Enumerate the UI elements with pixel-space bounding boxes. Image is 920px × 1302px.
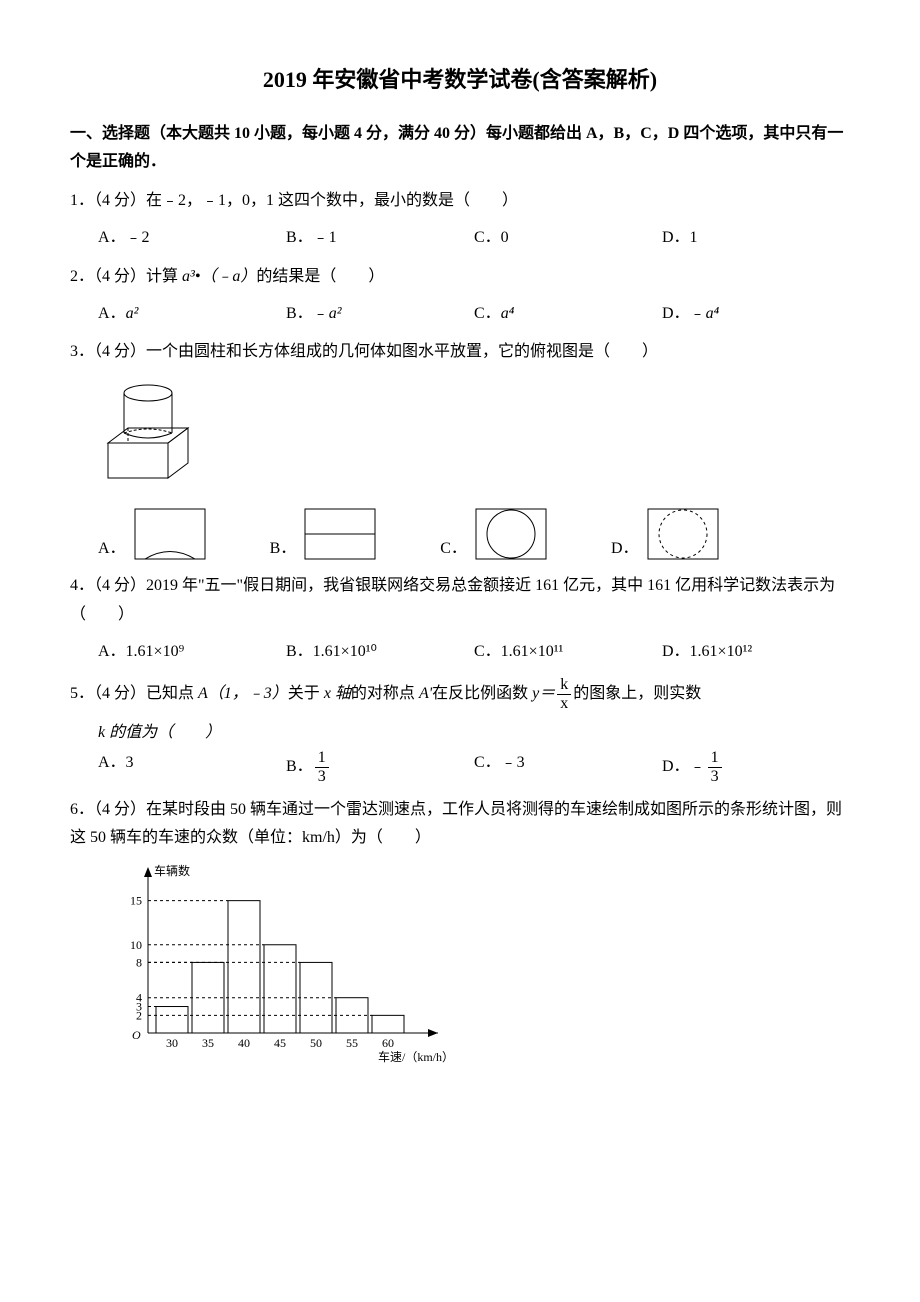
svg-text:30: 30 <box>166 1036 178 1050</box>
q5-yeq: y＝ <box>532 685 555 702</box>
q5-d-frac: 13 <box>708 749 722 785</box>
q2-option-d: D．﹣a⁴ <box>662 300 850 329</box>
svg-text:15: 15 <box>130 894 142 908</box>
q5-pre: 5．（4 分）已知点 <box>70 685 198 702</box>
q3-options: A． B． C． D． <box>98 504 850 564</box>
q1-option-b: B．﹣1 <box>286 224 474 253</box>
svg-text:8: 8 <box>136 956 142 970</box>
q5-xaxis: x 轴 <box>324 685 351 702</box>
q5-mid2: 的对称点 <box>351 685 419 702</box>
svg-text:45: 45 <box>274 1036 286 1050</box>
q3-option-c: C． <box>440 504 551 564</box>
q2-a-pre: A． <box>98 305 126 322</box>
q1-option-d: D．1 <box>662 224 850 253</box>
q5-mid3: 在反比例函数 <box>432 685 532 702</box>
question-1: 1．（4 分）在﹣2，﹣1，0，1 这四个数中，最小的数是（ ） A．﹣2 B．… <box>70 187 850 255</box>
q2-option-b: B．﹣a² <box>286 300 474 329</box>
q2-option-a: A．a² <box>98 300 286 329</box>
q5-frac: kx <box>557 676 571 712</box>
q4-option-a: A．1.61×10⁹ <box>98 638 286 667</box>
cylinder-on-cuboid-icon <box>98 373 198 483</box>
question-5: 5．（4 分）已知点 A（1，﹣3）关于 x 轴的对称点 A'在反比例函数 y＝… <box>70 676 850 787</box>
svg-text:车辆数: 车辆数 <box>154 863 190 878</box>
q5-apoint: A（1，﹣3） <box>198 685 288 702</box>
svg-text:10: 10 <box>130 938 142 952</box>
q5-frac-den: x <box>557 695 571 713</box>
q2-b-pre: B．﹣ <box>286 305 329 322</box>
q3-optD-icon <box>643 504 723 564</box>
q5-b-num: 1 <box>315 749 329 768</box>
q3-optC-icon <box>471 504 551 564</box>
svg-text:50: 50 <box>310 1036 322 1050</box>
question-4: 4．（4 分）2019 年"五一"假日期间，我省银联网络交易总金额接近 161 … <box>70 572 850 668</box>
q3-b-label: B． <box>270 535 297 564</box>
q5-d-pre: D．﹣ <box>662 758 706 775</box>
q5-b-frac: 13 <box>315 749 329 785</box>
q5-option-d: D．﹣13 <box>662 749 850 785</box>
q3-option-a: A． <box>98 504 210 564</box>
q5-line2: k 的值为（ ） <box>98 719 850 748</box>
svg-text:车速/（km/h）: 车速/（km/h） <box>378 1049 454 1064</box>
q2-d-pre: D．﹣ <box>662 305 706 322</box>
q1-stem: 1．（4 分）在﹣2，﹣1，0，1 这四个数中，最小的数是（ ） <box>70 187 850 216</box>
q5-d-den: 3 <box>708 768 722 786</box>
question-6: 6．（4 分）在某时段由 50 辆车通过一个雷达测速点，工作人员将测得的车速绘制… <box>70 796 850 1084</box>
q3-c-label: C． <box>440 535 467 564</box>
q6-barchart: 车辆数车速/（km/h）O2348101530354045505560 <box>98 863 850 1084</box>
q2-c-pre: C． <box>474 305 501 322</box>
question-2: 2．（4 分）计算 a³•（﹣a）的结果是（ ） A．a² B．﹣a² C．a⁴… <box>70 263 850 331</box>
q1-option-a: A．﹣2 <box>98 224 286 253</box>
svg-text:55: 55 <box>346 1036 358 1050</box>
section-header: 一、选择题（本大题共 10 小题，每小题 4 分，满分 40 分）每小题都给出 … <box>70 120 850 178</box>
q3-optB-icon <box>300 504 380 564</box>
q6-stem: 6．（4 分）在某时段由 50 辆车通过一个雷达测速点，工作人员将测得的车速绘制… <box>70 796 850 854</box>
q4-option-d: D．1.61×10¹² <box>662 638 850 667</box>
q5-b-pre: B． <box>286 758 313 775</box>
q5-mid1: 关于 <box>288 685 324 702</box>
q2-stem-post: 的结果是（ ） <box>256 268 384 285</box>
q3-optA-icon <box>130 504 210 564</box>
q3-figure-3d <box>98 373 850 494</box>
q5-line2-text: k 的值为（ ） <box>98 724 221 741</box>
q5-d-num: 1 <box>708 749 722 768</box>
q2-stem-pre: 2．（4 分）计算 <box>70 268 182 285</box>
q2-c-expr: a⁴ <box>501 305 515 322</box>
q5-option-c: C．﹣3 <box>474 749 662 785</box>
q2-stem: 2．（4 分）计算 a³•（﹣a）的结果是（ ） <box>70 263 850 292</box>
q3-d-label: D． <box>611 535 639 564</box>
bar-chart-icon: 车辆数车速/（km/h）O2348101530354045505560 <box>98 863 458 1073</box>
svg-text:60: 60 <box>382 1036 394 1050</box>
q3-option-b: B． <box>270 504 381 564</box>
q4-stem: 4．（4 分）2019 年"五一"假日期间，我省银联网络交易总金额接近 161 … <box>70 572 850 630</box>
svg-text:O: O <box>132 1028 141 1042</box>
q2-option-c: C．a⁴ <box>474 300 662 329</box>
q3-stem: 3．（4 分）一个由圆柱和长方体组成的几何体如图水平放置，它的俯视图是（ ） <box>70 338 850 367</box>
svg-text:35: 35 <box>202 1036 214 1050</box>
q5-b-den: 3 <box>315 768 329 786</box>
q5-aprime: A' <box>419 685 432 702</box>
question-3: 3．（4 分）一个由圆柱和长方体组成的几何体如图水平放置，它的俯视图是（ ） A… <box>70 338 850 564</box>
svg-text:40: 40 <box>238 1036 250 1050</box>
q3-option-d: D． <box>611 504 723 564</box>
q2-expr: a³•（﹣a） <box>182 268 256 285</box>
q5-option-b: B．13 <box>286 749 474 785</box>
q1-option-c: C．0 <box>474 224 662 253</box>
q2-b-expr: a² <box>329 305 342 322</box>
q2-a-expr: a² <box>126 305 139 322</box>
q5-post: 的图象上，则实数 <box>573 685 701 702</box>
q4-option-b: B．1.61×10¹⁰ <box>286 638 474 667</box>
svg-text:4: 4 <box>136 991 142 1005</box>
q5-option-a: A．3 <box>98 749 286 785</box>
q5-frac-num: k <box>557 676 571 695</box>
q5-stem: 5．（4 分）已知点 A（1，﹣3）关于 x 轴的对称点 A'在反比例函数 y＝… <box>70 676 850 712</box>
q2-d-expr: a⁴ <box>706 305 720 322</box>
q3-a-label: A． <box>98 535 126 564</box>
page-title: 2019 年安徽省中考数学试卷(含答案解析) <box>70 60 850 100</box>
q4-option-c: C．1.61×10¹¹ <box>474 638 662 667</box>
